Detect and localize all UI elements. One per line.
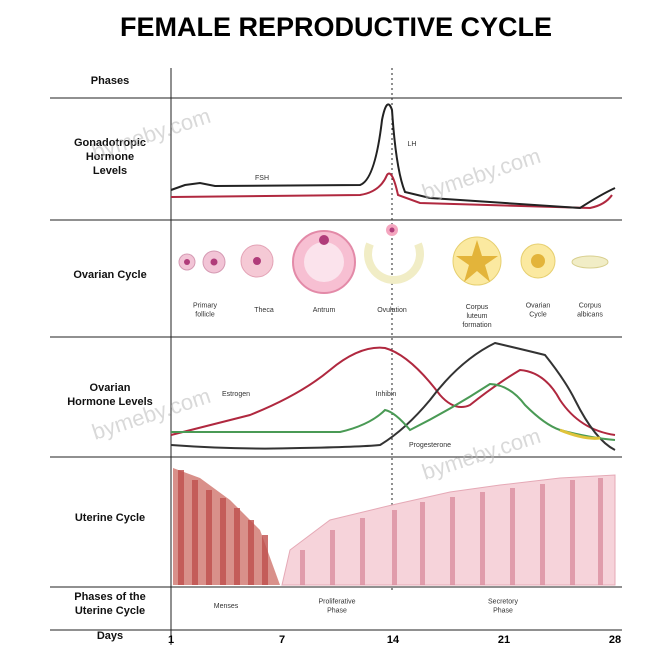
- row-label: Phases of the Uterine Cycle: [74, 591, 146, 617]
- progesterone-curve: [170, 341, 616, 451]
- row-label: Ovarian Hormone Levels: [67, 382, 153, 408]
- watermark: bymeby.com: [89, 103, 214, 165]
- stage-label: Ovarian Cycle: [526, 303, 551, 319]
- day-label: 1: [168, 634, 174, 646]
- day-label: 28: [609, 634, 621, 646]
- grid: [50, 68, 622, 645]
- accent-curve: [559, 428, 601, 440]
- stage-label: Corpus luteum formation: [462, 304, 491, 329]
- ovarian-icons: [178, 224, 609, 294]
- phase-label: Secretory Phase: [488, 599, 518, 615]
- lh-curve: [170, 103, 616, 210]
- day-label: 14: [387, 634, 400, 646]
- fsh-label: FSH: [255, 175, 269, 182]
- title: FEMALE REPRODUCTIVE CYCLE: [120, 12, 552, 42]
- row-label: Uterine Cycle: [75, 512, 145, 524]
- watermark: bymeby.com: [419, 423, 544, 485]
- stage-label: Primary follicle: [193, 303, 218, 319]
- uterine-lining: [173, 468, 616, 586]
- row-label: Phases: [91, 75, 130, 87]
- inhibin-label: Inhibin: [376, 391, 397, 398]
- stage-label: Antrum: [313, 307, 336, 314]
- estrogen-label: Estrogen: [222, 391, 250, 398]
- row-label: Ovarian Cycle: [73, 269, 146, 281]
- watermark: bymeby.com: [419, 143, 544, 205]
- row-label: Gonadotropic Hormone Levels: [74, 137, 146, 177]
- inhibin-curve: [171, 382, 616, 441]
- progesterone-label: Progesterone: [409, 442, 451, 449]
- stage-label: Corpus albicans: [577, 303, 603, 319]
- stage-label: Theca: [254, 307, 274, 314]
- day-label: 21: [498, 634, 510, 646]
- phase-label: Menses: [214, 603, 239, 610]
- lh-label: LH: [408, 141, 417, 148]
- row-label: Days: [97, 630, 123, 642]
- fsh-curve: [170, 172, 613, 210]
- day-label: 7: [279, 634, 285, 646]
- phase-label: Proliferative Phase: [319, 599, 356, 615]
- stage-label: Ovulation: [377, 307, 407, 314]
- estrogen-curve: [170, 346, 616, 436]
